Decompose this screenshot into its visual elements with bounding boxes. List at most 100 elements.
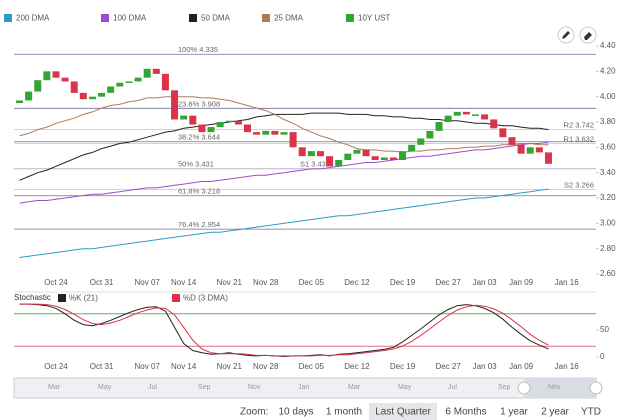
navigator-handle[interactable]	[517, 381, 531, 395]
navigator-label: May	[98, 384, 112, 391]
x-tick-label: Nov 14	[171, 362, 197, 371]
x-tick-label: Nov 07	[135, 362, 161, 371]
x-tick-label: Dec 19	[390, 362, 416, 371]
candle	[189, 115, 197, 125]
legend-label[interactable]: %D (3 DMA)	[183, 294, 228, 303]
navigator-label: Jan	[298, 384, 309, 391]
x-tick-label: Jan 03	[473, 362, 498, 371]
candle	[426, 130, 434, 139]
candle	[88, 96, 96, 100]
x-tick-label: Dec 12	[344, 362, 370, 371]
zoom-button-label[interactable]: 10 days	[278, 407, 313, 418]
x-tick-label: Nov 14	[171, 278, 197, 287]
candle	[171, 90, 179, 120]
level-label: 76.4% 2.954	[178, 220, 220, 229]
x-tick-label: Oct 24	[44, 278, 68, 287]
level-label: 61.8% 3.218	[178, 187, 220, 196]
candle	[262, 130, 270, 135]
zoom-button[interactable]	[536, 403, 574, 420]
legend-label[interactable]: %K (21)	[69, 294, 98, 303]
navigator-window[interactable]	[524, 378, 596, 398]
x-tick-label: Dec 05	[299, 362, 325, 371]
x-tick-label: Jan 16	[555, 278, 580, 287]
navigator-label: Nov	[548, 384, 561, 391]
legend-label[interactable]: 200 DMA	[16, 14, 50, 23]
zoom-button[interactable]	[441, 403, 491, 420]
legend-label[interactable]: 50 DMA	[201, 14, 231, 23]
legend-swatch	[172, 294, 180, 302]
stochastic-line	[19, 303, 549, 358]
candle	[61, 77, 69, 82]
zoom-button-label[interactable]: Last Quarter	[375, 407, 431, 418]
candle	[508, 137, 516, 145]
candle	[526, 147, 534, 154]
zoom-button-label[interactable]: 1 month	[326, 407, 362, 418]
candle	[490, 119, 498, 129]
y-tick-label: 50	[600, 325, 609, 334]
candle	[435, 122, 443, 131]
zoom-button[interactable]	[275, 403, 317, 420]
candle	[225, 120, 233, 123]
navigator-label: Sep	[498, 384, 511, 391]
candle	[481, 114, 489, 120]
level-label: 50% 3.431	[178, 160, 214, 169]
candle	[25, 91, 33, 101]
candle	[444, 115, 452, 122]
y-tick-label: 2.60	[600, 269, 616, 278]
candle	[52, 71, 60, 78]
x-tick-label: Dec 27	[435, 362, 461, 371]
y-tick-label: 3.40	[600, 168, 616, 177]
x-tick-label: Dec 05	[299, 278, 325, 287]
candle	[417, 138, 425, 145]
legend-label[interactable]: 10Y UST	[358, 14, 390, 23]
candle	[198, 124, 206, 133]
zoom-button-label[interactable]: 1 year	[500, 407, 528, 418]
legend-swatch	[101, 14, 109, 22]
x-tick-label: Nov 28	[253, 362, 279, 371]
pivot-label: S1 3.431	[300, 160, 330, 169]
x-tick-label: Oct 24	[44, 362, 68, 371]
candle	[16, 100, 23, 103]
x-tick-label: Jan 16	[555, 362, 580, 371]
zoom-button[interactable]	[369, 403, 437, 420]
navigator-label: Nov	[248, 384, 261, 391]
legend-swatch	[346, 14, 354, 22]
y-tick-label: 4.40	[600, 41, 616, 50]
candle	[535, 147, 543, 153]
navigator-label: Mar	[48, 384, 61, 391]
legend-swatch	[262, 14, 270, 22]
pivot-label: R2 3.742	[564, 120, 594, 129]
legend-label[interactable]: 100 DMA	[113, 14, 147, 23]
zoom-label: Zoom:	[240, 407, 268, 418]
x-tick-label: Nov 21	[217, 362, 243, 371]
candle	[453, 111, 461, 116]
navigator-label: Jul	[448, 384, 457, 391]
eraser-icon	[584, 32, 592, 40]
toolbar	[557, 26, 597, 44]
zoom-button-label[interactable]: 6 Months	[445, 407, 486, 418]
legend-label[interactable]: 25 DMA	[274, 14, 304, 23]
navigator-handle[interactable]	[589, 381, 603, 395]
pencil-icon	[562, 31, 570, 39]
candle	[207, 127, 215, 133]
zoom-button[interactable]	[496, 403, 532, 420]
zoom-button-label[interactable]: 2 year	[541, 407, 569, 418]
candle	[161, 73, 169, 91]
candle	[134, 77, 142, 82]
candle	[34, 80, 42, 92]
x-tick-label: Dec 12	[344, 278, 370, 287]
y-tick-label: 4.00	[600, 92, 616, 101]
pivot-label: R1 3.632	[564, 134, 594, 143]
y-tick-label: 0	[600, 352, 605, 361]
legend-swatch	[189, 14, 197, 22]
candle	[116, 82, 124, 87]
zoom-button-label[interactable]: YTD	[581, 407, 601, 418]
zoom-button[interactable]	[321, 403, 367, 420]
navigator-label: May	[398, 384, 412, 391]
candle	[408, 144, 416, 152]
zoom-button[interactable]	[578, 403, 604, 420]
candle	[152, 68, 160, 74]
candle	[544, 152, 552, 164]
navigator-label: Sep	[198, 384, 211, 391]
candle	[216, 122, 224, 128]
